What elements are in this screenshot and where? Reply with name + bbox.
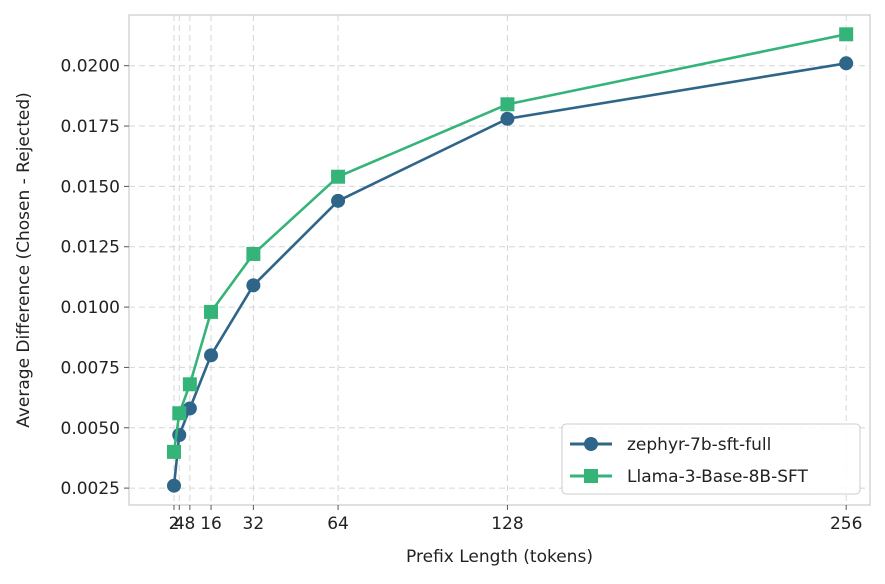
legend-marker-zephyr <box>584 437 598 451</box>
legend-box <box>561 423 861 495</box>
data-point-square <box>331 169 346 184</box>
data-point-circle <box>246 278 261 293</box>
x-tick-label: 32 <box>243 514 265 534</box>
x-tick-label: 128 <box>491 514 523 534</box>
data-point-circle <box>500 111 515 126</box>
x-tick-label: 2 <box>169 514 180 534</box>
y-tick-label: 0.0125 <box>61 238 120 258</box>
x-tick-label: 8 <box>184 514 195 534</box>
y-tick-label: 0.0100 <box>61 298 120 318</box>
data-point-circle <box>166 478 181 493</box>
y-tick-label: 0.0075 <box>61 358 120 378</box>
data-point-circle <box>204 348 219 363</box>
data-point-square <box>166 444 181 459</box>
data-point-square <box>182 377 197 392</box>
legend-entry-zephyr: zephyr-7b-sft-full <box>570 435 771 455</box>
y-axis-label: Average Difference (Chosen - Rejected) <box>14 92 34 428</box>
legend: zephyr-7b-sft-full Llama-3-Base-8B-SFT <box>561 423 861 495</box>
y-tick-label: 0.0150 <box>61 177 120 197</box>
data-point-square <box>839 27 854 42</box>
legend-entry-llama: Llama-3-Base-8B-SFT <box>570 467 808 487</box>
legend-label-zephyr: zephyr-7b-sft-full <box>627 435 771 455</box>
x-tick-label: 64 <box>327 514 349 534</box>
legend-label-llama: Llama-3-Base-8B-SFT <box>627 467 808 487</box>
x-tick-label: 256 <box>830 514 862 534</box>
data-point-square <box>204 304 219 319</box>
series-1 <box>166 27 854 459</box>
data-point-circle <box>331 193 346 208</box>
y-tick-label: 0.0175 <box>61 117 120 137</box>
y-tick-label: 0.0200 <box>61 57 120 77</box>
data-point-circle <box>182 401 197 416</box>
x-axis-label: Prefix Length (tokens) <box>406 547 593 567</box>
data-point-circle <box>839 56 854 71</box>
y-tick-label: 0.0025 <box>61 479 120 499</box>
x-tick-label: 4 <box>174 514 185 534</box>
series-0 <box>166 56 854 493</box>
y-axis-ticks: 0.0025 0.0050 0.0075 0.0100 0.0125 0.0150 0.01… <box>61 57 129 499</box>
x-tick-label: 16 <box>200 514 222 534</box>
legend-marker-llama <box>584 469 598 483</box>
series-layer <box>166 27 854 493</box>
data-point-square <box>172 406 187 421</box>
data-point-square <box>246 246 261 261</box>
y-tick-label: 0.0050 <box>61 419 120 439</box>
data-point-square <box>500 97 515 112</box>
x-axis-ticks: 24 8 16 32 64 128 256 <box>169 505 862 534</box>
